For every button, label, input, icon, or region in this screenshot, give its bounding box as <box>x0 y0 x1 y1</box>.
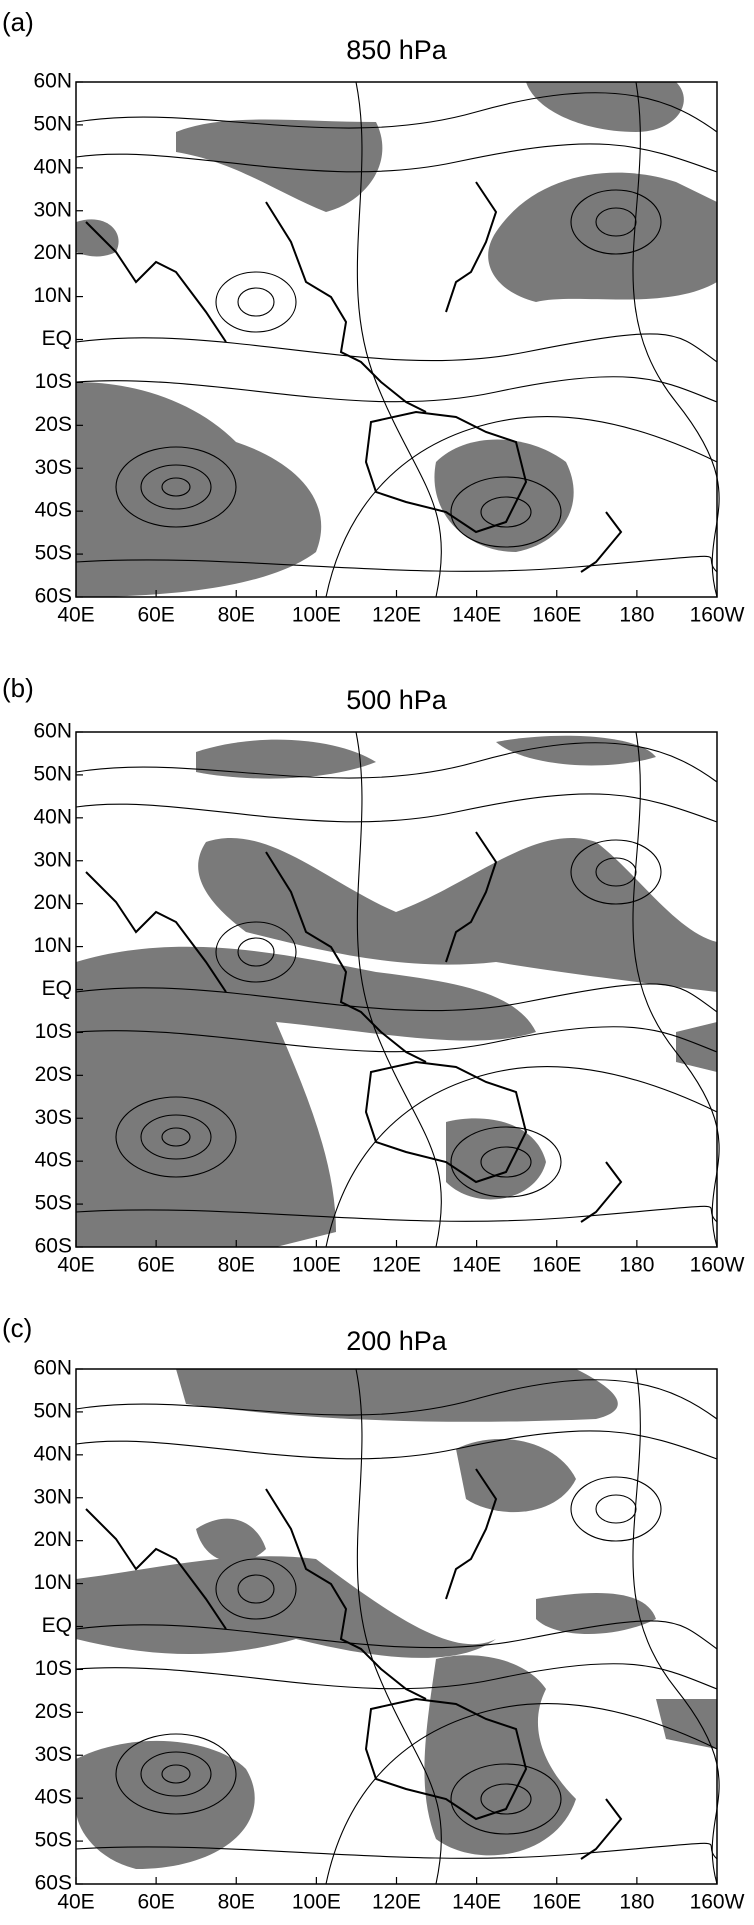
panel-label: (c) <box>2 1313 32 1343</box>
y-tick-label: 50N <box>33 112 72 135</box>
x-tick-label: 160W <box>690 1254 745 1277</box>
y-tick-label: 30S <box>35 1106 72 1129</box>
x-tick-label: 40E <box>57 1891 94 1914</box>
y-tick-label: 10N <box>33 1571 72 1594</box>
map-decoration <box>75 81 720 598</box>
y-tick-label: 20N <box>33 1528 72 1551</box>
y-tick-label: 10S <box>35 370 72 393</box>
panel-label: (b) <box>2 673 34 703</box>
y-tick-label: 50S <box>35 1829 72 1852</box>
y-tick-label: 60N <box>33 1357 72 1380</box>
x-tick-label: 80E <box>218 1254 255 1277</box>
x-tick-label: 160E <box>532 1891 581 1914</box>
x-tick-label: 140E <box>452 1254 501 1277</box>
y-tick-label: 10S <box>35 1020 72 1043</box>
y-tick-label: EQ <box>42 327 72 350</box>
x-tick-label: 180 <box>619 1891 654 1914</box>
x-tick-label: 120E <box>372 1891 421 1914</box>
y-tick-label: 20S <box>35 1063 72 1086</box>
map-decoration <box>75 731 720 1248</box>
y-tick-label: 20N <box>33 241 72 264</box>
y-tick-label: EQ <box>42 1614 72 1637</box>
x-tick-label: 180 <box>619 604 654 627</box>
y-tick-label: 30N <box>33 848 72 871</box>
x-tick-label: 60E <box>137 1891 174 1914</box>
panel-title: 200 hPa <box>346 1326 448 1356</box>
panel-label: (a) <box>2 7 34 37</box>
y-tick-label: 30N <box>33 1485 72 1508</box>
y-tick-label: 50N <box>33 762 72 785</box>
y-tick-label: 40S <box>35 1786 72 1809</box>
y-tick-label: 50S <box>35 542 72 565</box>
x-tick-label: 160W <box>690 1891 745 1914</box>
panel-title: 850 hPa <box>346 35 448 65</box>
y-tick-label: 60S <box>35 1235 72 1258</box>
y-tick-label: 10N <box>33 284 72 307</box>
y-tick-label: 60S <box>35 1872 72 1895</box>
x-tick-label: 160E <box>532 1254 581 1277</box>
x-tick-label: 60E <box>137 604 174 627</box>
y-tick-label: 60S <box>35 585 72 608</box>
y-tick-label: 30N <box>33 198 72 221</box>
x-tick-label: 140E <box>452 1891 501 1914</box>
y-tick-label: 50N <box>33 1399 72 1422</box>
x-tick-label: 40E <box>57 1254 94 1277</box>
x-tick-label: 60E <box>137 1254 174 1277</box>
y-tick-label: 20N <box>33 891 72 914</box>
x-tick-label: 160E <box>532 604 581 627</box>
x-tick-label: 40E <box>57 604 94 627</box>
x-tick-label: 100E <box>292 1891 341 1914</box>
y-tick-label: 40S <box>35 499 72 522</box>
y-tick-label: 10S <box>35 1657 72 1680</box>
x-tick-label: 120E <box>372 1254 421 1277</box>
x-tick-label: 80E <box>218 604 255 627</box>
y-tick-label: 50S <box>35 1192 72 1215</box>
x-tick-label: 100E <box>292 604 341 627</box>
map-decoration <box>75 1368 720 1885</box>
y-tick-label: 40S <box>35 1149 72 1172</box>
panel-title: 500 hPa <box>346 685 448 715</box>
x-tick-label: 80E <box>218 1891 255 1914</box>
x-tick-label: 140E <box>452 604 501 627</box>
y-tick-label: 10N <box>33 934 72 957</box>
x-tick-label: 180 <box>619 1254 654 1277</box>
y-tick-label: 20S <box>35 1700 72 1723</box>
y-tick-label: 30S <box>35 456 72 479</box>
x-tick-label: 100E <box>292 1254 341 1277</box>
y-tick-label: 60N <box>33 70 72 93</box>
y-tick-label: EQ <box>42 977 72 1000</box>
x-tick-label: 160W <box>690 604 745 627</box>
y-tick-label: 40N <box>33 1442 72 1465</box>
y-tick-label: 60N <box>33 720 72 743</box>
y-tick-label: 40N <box>33 155 72 178</box>
y-tick-label: 40N <box>33 805 72 828</box>
x-tick-label: 120E <box>372 604 421 627</box>
y-tick-label: 30S <box>35 1743 72 1766</box>
y-tick-label: 20S <box>35 413 72 436</box>
